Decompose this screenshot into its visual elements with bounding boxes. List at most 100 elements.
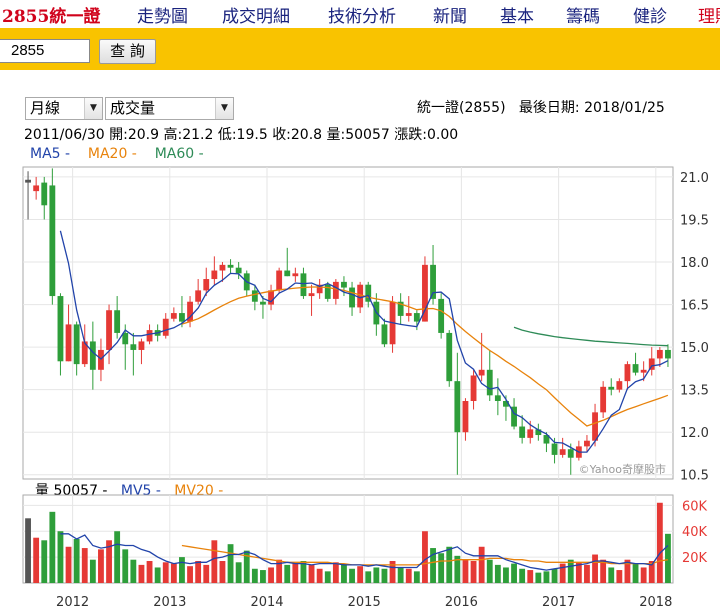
volume-bar	[349, 568, 355, 583]
candle-body	[292, 273, 299, 277]
candle-body	[308, 293, 315, 297]
candle-body	[632, 364, 639, 373]
volume-bar	[268, 567, 274, 583]
volume-bar	[575, 562, 582, 583]
nav-link-fundamentals[interactable]: 基本	[500, 7, 534, 27]
volume-gridlines	[23, 495, 673, 583]
volume-bar	[179, 557, 185, 583]
candle-body	[446, 332, 453, 382]
candle-body	[179, 313, 185, 322]
year-tick-label: 2017	[542, 595, 575, 610]
nav-link-chips[interactable]: 籌碼	[566, 7, 600, 27]
dropdown-arrow-icon: ▼	[84, 98, 102, 119]
candle-body	[535, 429, 542, 436]
price-tick-label: 10.5	[680, 469, 709, 484]
volume-bar	[130, 559, 137, 583]
candle-body	[600, 386, 607, 413]
candle-body	[551, 443, 558, 455]
volume-bar	[381, 568, 388, 583]
indicator-select-value: 成交量	[110, 99, 156, 117]
volume-bar	[89, 559, 96, 583]
ohlc-low: 低:19.5	[217, 127, 268, 143]
volume-bar	[462, 559, 469, 583]
year-tick-label: 2018	[639, 595, 672, 610]
volume-bar	[162, 562, 169, 583]
candle-body	[478, 369, 485, 376]
candle-body	[130, 344, 137, 350]
candle-body	[486, 369, 493, 396]
volume-bar	[251, 568, 258, 583]
volume-bar	[154, 567, 161, 583]
candle-body	[616, 381, 623, 390]
candle-body	[665, 349, 671, 359]
nav-link-trade-detail[interactable]: 成交明細	[222, 7, 290, 27]
query-button[interactable]: 查 詢	[99, 39, 156, 64]
volume-bar	[284, 564, 291, 583]
candle-body	[422, 264, 428, 322]
candle-body	[33, 185, 40, 192]
candle-body	[235, 267, 242, 274]
volume-bar	[567, 559, 574, 583]
moving-average-lines	[59, 230, 669, 453]
legend-ma5: MA5 -	[30, 146, 71, 162]
volume-bar	[519, 568, 526, 583]
mv20-line	[181, 544, 669, 566]
candle-body	[527, 429, 534, 438]
period-select-value: 月線	[30, 99, 61, 117]
nav-link-trend[interactable]: 走勢圖	[137, 7, 188, 27]
symbol-input[interactable]: 2855	[0, 39, 90, 63]
volume-bar	[65, 546, 72, 583]
candle-body	[89, 341, 96, 370]
period-select[interactable]: 月線 ▼	[25, 97, 103, 120]
volume-axis-labels: 60K 40K 20K	[682, 499, 708, 566]
ohlc-volume: 量:50057	[326, 127, 390, 143]
last-date-value: 2018/01/25	[584, 100, 665, 116]
volume-bar	[106, 540, 112, 583]
volume-bar	[146, 561, 153, 583]
volume-bar	[608, 567, 615, 583]
volume-bar	[430, 548, 436, 583]
volume-bar	[98, 549, 104, 583]
last-date-label: 最後日期:	[518, 100, 580, 116]
candle-body	[470, 375, 477, 401]
stock-brand-title[interactable]: 2855統一證	[2, 7, 101, 27]
candle-body	[170, 313, 177, 319]
candle-body	[300, 273, 307, 297]
volume-bar	[438, 553, 445, 583]
year-tick-label: 2016	[445, 595, 478, 610]
year-tick-label: 2012	[56, 595, 89, 610]
price-legend: MA5 - MA20 - MA60 -	[30, 146, 204, 162]
nav-link-news[interactable]: 新聞	[433, 7, 467, 27]
indicator-select[interactable]: 成交量 ▼	[105, 97, 234, 120]
candle-body	[260, 301, 266, 305]
candle-body	[219, 264, 226, 271]
nav-link-tech-analysis[interactable]: 技術分析	[328, 7, 396, 27]
stock-name: 統一證(2855)	[417, 100, 506, 116]
stock-header: 統一證(2855) 最後日期: 2018/01/25	[417, 97, 665, 117]
year-tick-label: 2015	[348, 595, 381, 610]
candle-body	[648, 358, 655, 370]
volume-bar	[478, 546, 485, 583]
volume-bar	[195, 561, 202, 583]
volume-bar	[57, 531, 64, 583]
candle-body	[567, 449, 574, 458]
nav-link-diagnosis[interactable]: 健診	[633, 7, 667, 27]
legend-volume: 量 50057 -	[35, 483, 108, 499]
volume-panel-frame	[22, 494, 674, 584]
candle-body	[211, 270, 218, 280]
candle-body	[98, 349, 104, 370]
candle-body	[324, 284, 331, 299]
candle-body	[365, 284, 372, 302]
volume-bar	[527, 570, 534, 583]
volume-average-lines	[60, 533, 669, 571]
candle-body	[81, 341, 88, 365]
price-gridlines	[23, 167, 673, 479]
volume-bar	[203, 564, 210, 583]
candle-body	[349, 287, 355, 308]
yahoo-watermark: ©Yahoo奇摩股市	[579, 462, 666, 476]
volume-bar	[600, 559, 607, 583]
nav-link-finance[interactable]: 理財	[698, 7, 720, 27]
volume-bar	[405, 568, 412, 583]
candle-body	[251, 290, 258, 302]
